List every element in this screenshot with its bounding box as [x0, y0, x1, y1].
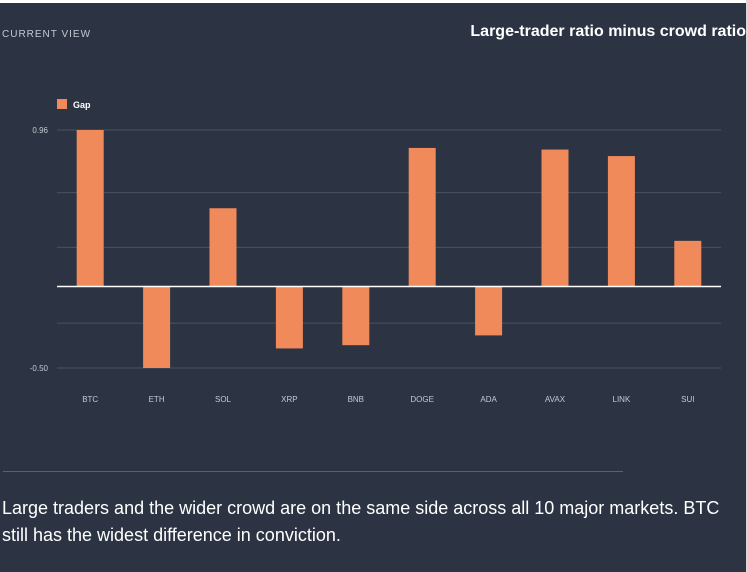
divider — [3, 471, 623, 472]
x-tick-label: ADA — [480, 395, 497, 404]
legend-label: Gap — [73, 100, 91, 110]
bar-bnb — [342, 286, 370, 346]
chart-title: Large-trader ratio minus crowd ratio — [470, 23, 746, 40]
bar-eth — [143, 286, 171, 368]
x-tick-label: BTC — [82, 395, 98, 404]
right-border — [746, 0, 748, 572]
x-tick-label: SOL — [215, 395, 232, 404]
bar-ada — [475, 286, 503, 336]
x-tick-label: LINK — [613, 395, 631, 404]
x-tick-label: SUI — [681, 395, 694, 404]
x-tick-label: DOGE — [410, 395, 434, 404]
bar-avax — [541, 149, 569, 287]
bar-link — [607, 156, 635, 287]
x-tick-label: XRP — [281, 395, 297, 404]
bar-sui — [674, 240, 702, 287]
y-tick-label: 0.96 — [32, 126, 48, 135]
legend: Gap — [57, 99, 91, 110]
x-tick-label: BNB — [348, 395, 364, 404]
summary-text: Large traders and the wider crowd are on… — [2, 498, 720, 545]
current-view-label: CURRENT VIEW — [2, 29, 92, 40]
y-tick-label: -0.50 — [30, 364, 49, 373]
x-tick-label: AVAX — [545, 395, 566, 404]
bar-chart: 0.96 -0.50 BTC ETH SOL XRP BNB DOGE ADA AVAX LINK S… — [30, 99, 721, 404]
bar-btc — [76, 130, 104, 287]
bar-xrp — [275, 286, 303, 349]
bar-layer — [76, 130, 702, 368]
x-tick-label: ETH — [149, 395, 165, 404]
bar-sol — [209, 208, 237, 287]
axis-layer: 0.96 -0.50 BTC ETH SOL XRP BNB DOGE ADA AVAX LINK S… — [30, 126, 721, 404]
legend-swatch — [57, 99, 67, 109]
bar-doge — [408, 147, 436, 287]
top-border — [0, 0, 748, 3]
